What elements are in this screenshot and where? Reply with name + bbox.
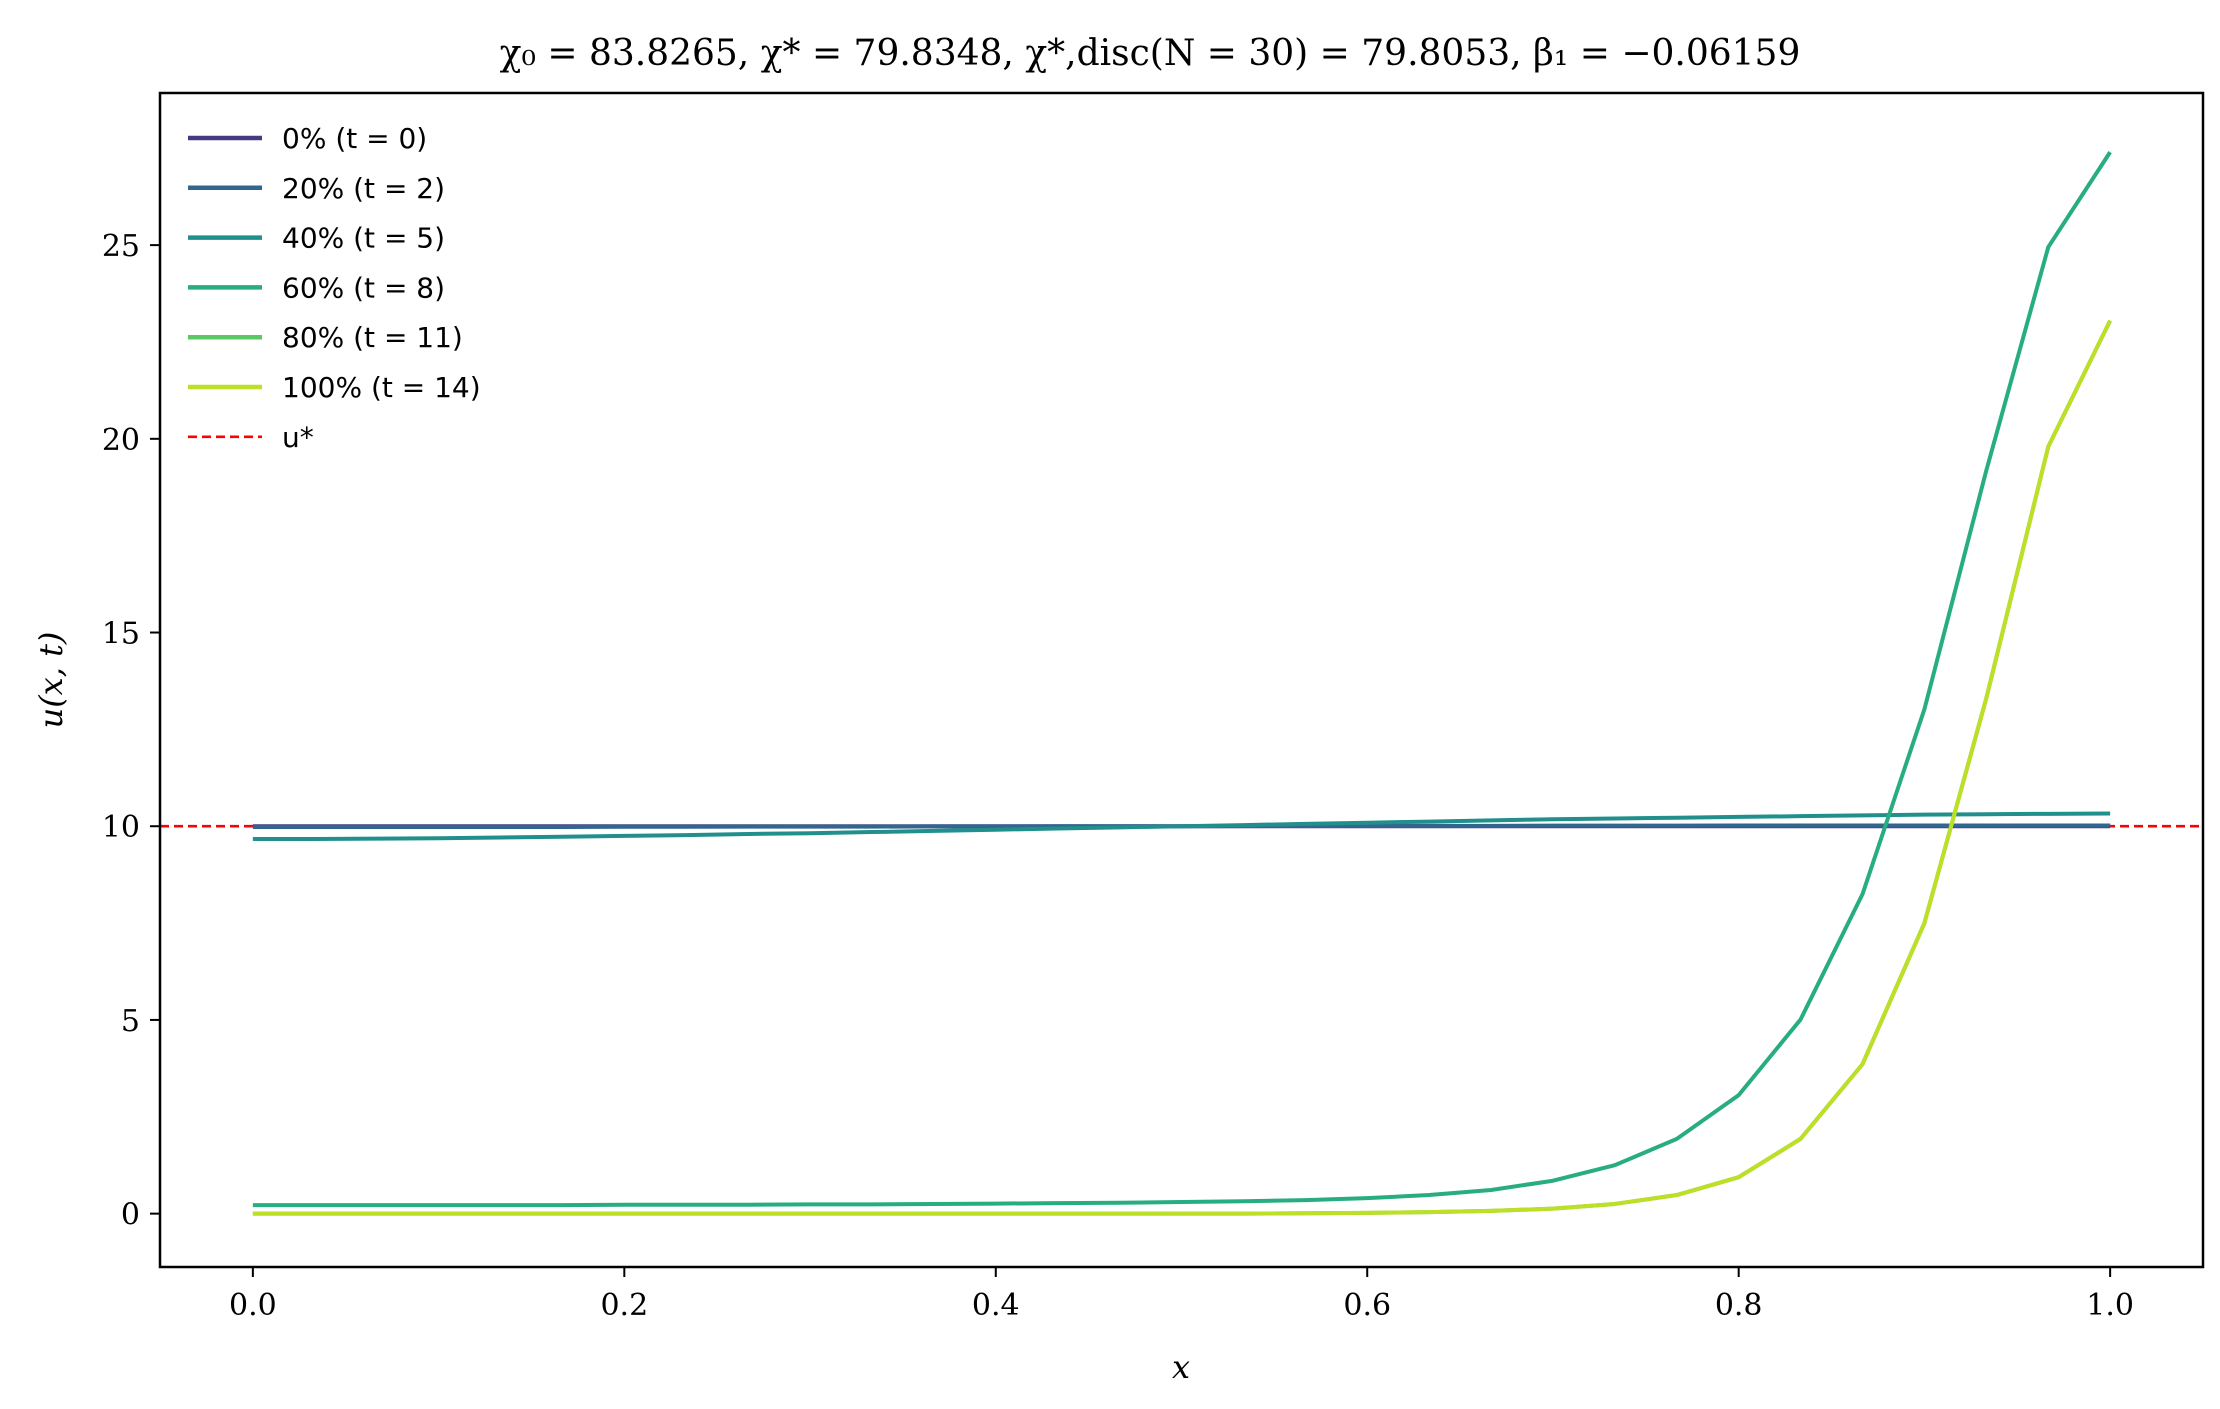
legend-label: 40% (t = 5) [282, 222, 445, 255]
legend-item: 100% (t = 14) [188, 371, 481, 404]
legend-item: 40% (t = 5) [188, 222, 445, 255]
legend-label: 20% (t = 2) [282, 172, 445, 205]
y-axis: 0 5 10 15 20 25 [102, 229, 160, 1233]
legend: 0% (t = 0) 20% (t = 2) 40% (t = 5) 60% (t =… [188, 122, 481, 454]
legend-item: 0% (t = 0) [188, 122, 427, 155]
legend-item: u* [188, 421, 314, 454]
y-tick-label: 0 [121, 1198, 140, 1233]
y-tick-label: 15 [102, 617, 140, 652]
x-axis-label: x [1172, 1348, 1190, 1386]
plot-frame [158, 91, 2205, 1269]
x-tick-label: 1.0 [2086, 1288, 2134, 1323]
series-layer [160, 151, 2203, 1216]
legend-label: 60% (t = 8) [282, 271, 445, 304]
legend-label: 80% (t = 11) [282, 321, 463, 354]
x-tick-label: 0.4 [972, 1288, 1020, 1323]
y-tick-label: 20 [102, 423, 140, 458]
legend-item: 60% (t = 8) [188, 271, 445, 304]
series-line-2 [252, 811, 2111, 842]
x-tick-label: 0.6 [1343, 1288, 1391, 1323]
series-line-5 [252, 319, 2112, 1216]
series-line-4 [252, 319, 2112, 1216]
legend-item: 80% (t = 11) [188, 321, 463, 354]
x-tick-label: 0.8 [1715, 1288, 1763, 1323]
plot-area [158, 91, 2205, 1269]
y-axis-label: u(x, t) [32, 632, 70, 729]
x-tick-label: 0.2 [600, 1288, 648, 1323]
y-tick-label: 10 [102, 810, 140, 845]
chart-title: χ₀ = 83.8265, χ* = 79.8348, χ*,disc(N = … [500, 33, 1801, 74]
y-tick-label: 25 [102, 229, 140, 264]
legend-label: 100% (t = 14) [282, 371, 481, 404]
legend-item: 20% (t = 2) [188, 172, 445, 205]
legend-label: 0% (t = 0) [282, 122, 427, 155]
y-tick-label: 5 [121, 1004, 140, 1039]
x-tick-label: 0.0 [229, 1288, 277, 1323]
series-line-3 [252, 151, 2112, 1208]
legend-label: u* [282, 421, 314, 454]
x-axis: 0.0 0.2 0.4 0.6 0.8 1.0 [229, 1267, 2134, 1323]
